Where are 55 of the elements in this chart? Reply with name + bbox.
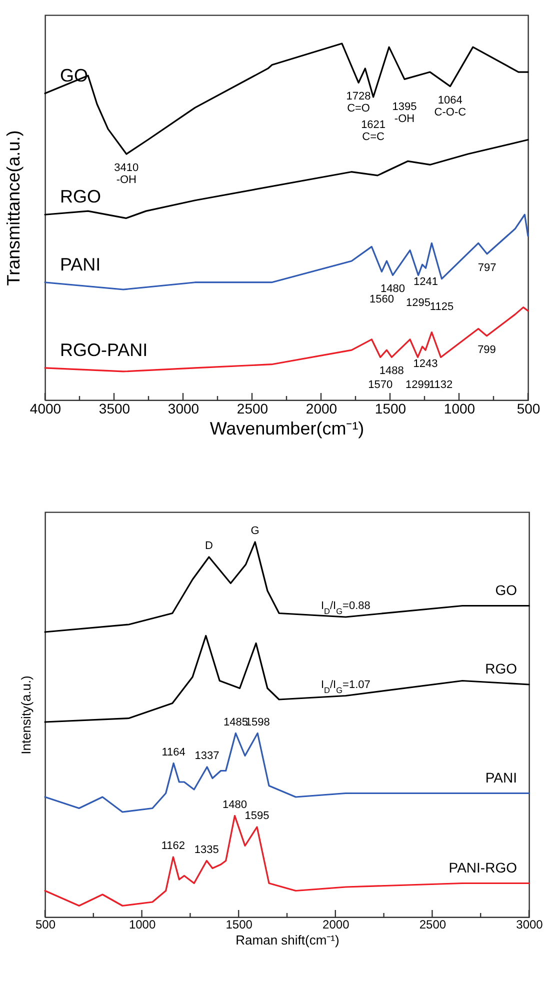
annotation: 1064 C-O-C: [434, 94, 466, 118]
annotation: 1335: [194, 844, 219, 856]
annotation: 1299: [405, 379, 430, 392]
x-tick-label: 3500: [98, 400, 130, 416]
annotation: 1570: [368, 379, 393, 392]
annotation: 1295: [406, 297, 431, 310]
x-tick-label: 3000: [168, 400, 200, 416]
annotation: 1480: [222, 798, 247, 811]
x-axis-title: Wavenumber(cm⁻¹): [210, 418, 364, 438]
series-label: GO: [60, 65, 88, 86]
annotation: I$_{D}$/I$_{G}$=1.07: [320, 678, 370, 694]
annotation: 1243: [413, 358, 438, 370]
annotation: 1395 -OH: [392, 101, 417, 126]
x-tick-label: 3000: [516, 918, 544, 932]
series-label: RGO-PANI: [60, 340, 148, 360]
series-label: PANI: [60, 254, 101, 274]
x-axis-title: Raman shift(cm⁻¹): [236, 932, 340, 948]
annotation: 1164: [162, 746, 186, 758]
annotation: I$_{D}$/I$_{G}$=0.88: [320, 600, 370, 616]
x-tick-label: 2500: [236, 400, 268, 416]
annotation: 1488: [379, 365, 404, 378]
x-tick-label: 1500: [226, 918, 253, 932]
series-label: GO: [495, 582, 518, 598]
x-tick-label: 4000: [30, 400, 62, 416]
annotation: 1125: [430, 300, 454, 313]
series-label: PANI: [485, 769, 517, 786]
x-tick-label: 500: [516, 400, 540, 416]
x-tick-label: 2500: [419, 918, 446, 932]
annotation: 1485: [223, 716, 248, 728]
x-tick-label: 1000: [128, 918, 156, 932]
annotation: 1480: [380, 283, 405, 296]
annotation: 1621 C=C: [361, 118, 386, 143]
x-tick-label: 500: [35, 918, 56, 932]
annotation: 1560: [369, 294, 394, 306]
series-label: RGO: [60, 186, 102, 207]
x-tick-label: 1500: [374, 400, 406, 416]
series-label: PANI-RGO: [448, 859, 518, 876]
annotation: D: [205, 540, 214, 552]
annotation: 797: [478, 262, 496, 274]
y-axis-title: Transmittance(a.u.): [4, 130, 24, 286]
y-axis-title: Intensity(a.u.): [18, 676, 34, 754]
annotation: G: [250, 525, 260, 537]
x-tick-label: 2000: [322, 918, 350, 932]
annotation: 1337: [194, 750, 220, 762]
annotation: 1595: [244, 810, 270, 822]
annotation: 799: [478, 344, 496, 356]
annotation: 3410 -OH: [114, 162, 139, 186]
annotation: 1132: [428, 379, 453, 392]
x-tick-label: 2000: [306, 400, 338, 416]
x-tick-label: 1000: [444, 400, 476, 416]
annotation: 1598: [245, 716, 270, 728]
series-label: RGO: [485, 660, 518, 676]
annotation: 1728 C=O: [346, 90, 371, 115]
annotation: 1162: [161, 840, 185, 852]
annotation: 1241: [414, 276, 438, 288]
